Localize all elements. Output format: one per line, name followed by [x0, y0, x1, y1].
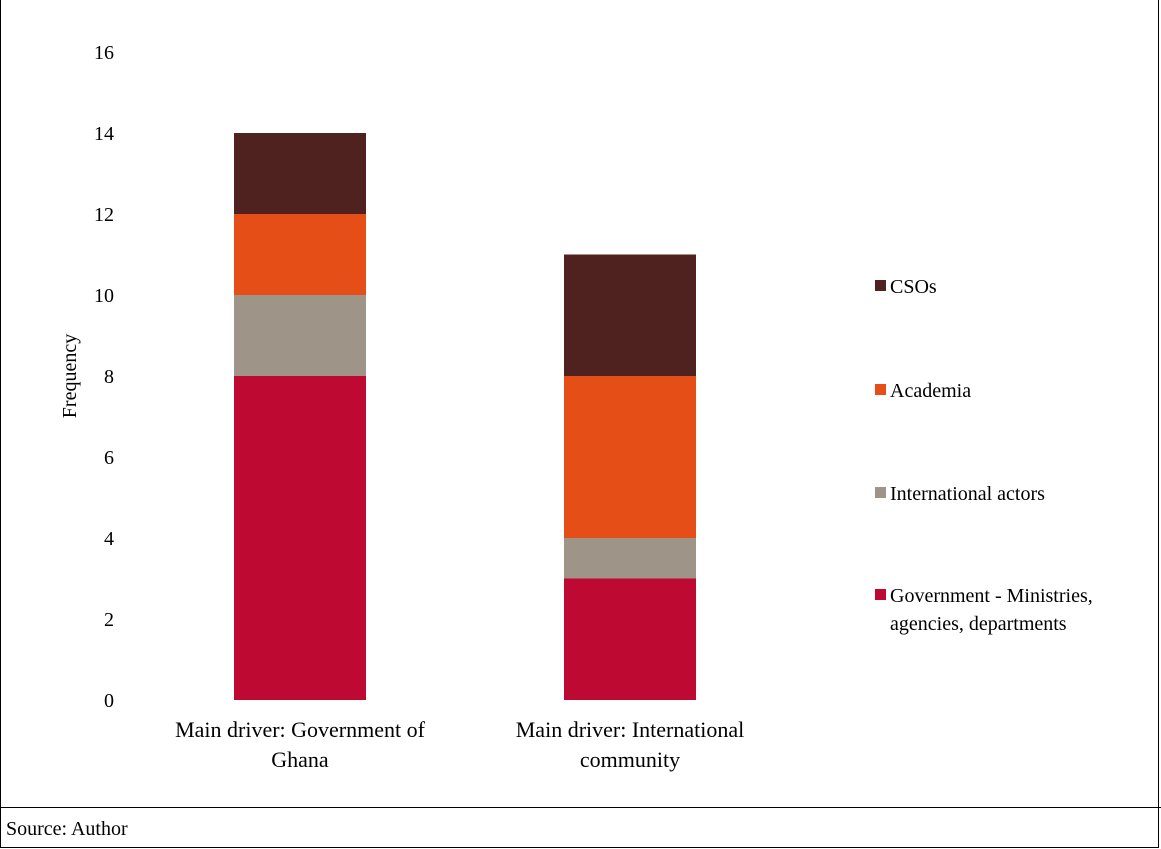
- bar-segment: [234, 133, 366, 214]
- x-category-label: Main driver: Government of: [175, 717, 426, 742]
- caption-divider: [0, 807, 1161, 808]
- y-tick-label: 16: [94, 42, 114, 64]
- legend-swatch: [875, 280, 886, 291]
- y-axis-label: Frequency: [59, 334, 81, 418]
- y-axis-ticks: 0 2 4 6 8 10 12 14 16: [94, 42, 114, 712]
- y-tick-label: 2: [104, 609, 114, 631]
- x-category-label: community: [580, 747, 680, 772]
- legend-label: International actors: [890, 483, 1045, 505]
- x-axis-labels: Main driver: Government of Ghana Main driv…: [175, 717, 744, 772]
- bar-segment: [234, 376, 366, 700]
- y-tick-label: 8: [104, 366, 114, 388]
- y-tick-label: 14: [94, 123, 114, 145]
- y-tick-label: 6: [104, 447, 114, 469]
- legend-label: Academia: [890, 380, 971, 402]
- y-tick-label: 4: [104, 528, 114, 550]
- y-tick-label: 10: [94, 285, 114, 307]
- x-category-label: Ghana: [271, 747, 329, 772]
- legend-label: Government - Ministries,: [890, 585, 1093, 607]
- bar-segment: [564, 376, 696, 538]
- legend-label: CSOs: [890, 276, 937, 298]
- legend-label: agencies, departments: [890, 613, 1067, 635]
- bar-segment: [234, 295, 366, 376]
- legend-swatch: [875, 487, 886, 498]
- legend-swatch: [875, 384, 886, 395]
- bar-segment: [564, 578, 696, 700]
- source-note: Source: Author: [6, 818, 128, 840]
- bar-segment: [564, 538, 696, 579]
- y-tick-label: 0: [104, 690, 114, 712]
- legend: CSOs Academia International actors Governme…: [875, 276, 1093, 635]
- y-tick-label: 12: [94, 204, 114, 226]
- x-category-label: Main driver: International: [516, 717, 744, 742]
- legend-swatch: [875, 589, 886, 600]
- stacked-bar-chart: 0 2 4 6 8 10 12 14 16 Frequency Main driver: Gov…: [59, 42, 1093, 772]
- bars: [234, 133, 696, 700]
- bar-segment: [234, 214, 366, 295]
- bar-segment: [564, 254, 696, 376]
